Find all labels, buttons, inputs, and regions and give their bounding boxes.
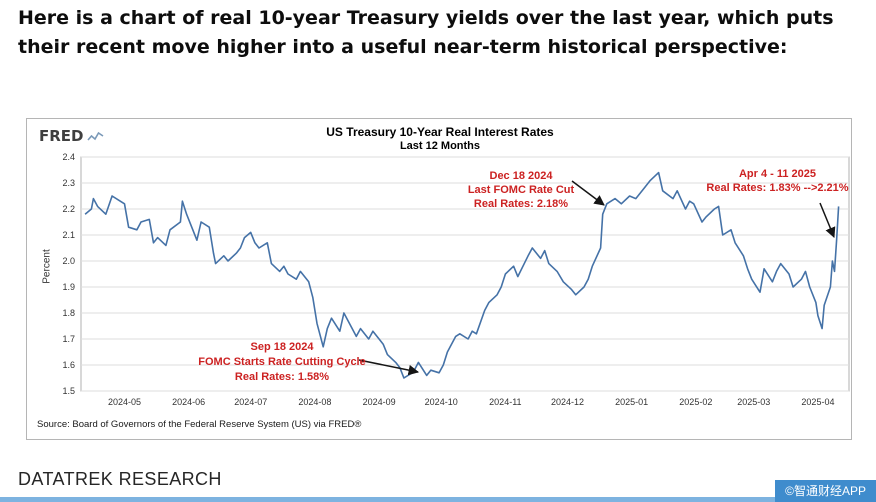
x-tick-label: 2024-11: [489, 397, 521, 407]
fred-chart-card: FRED US Treasury 10-Year Real Interest R…: [26, 118, 852, 440]
chart-area: FRED US Treasury 10-Year Real Interest R…: [27, 119, 853, 441]
annotation-line: Last FOMC Rate Cut: [467, 184, 575, 196]
y-tick-label: 2.1: [62, 230, 75, 240]
y-tick-label: 1.6: [62, 360, 75, 370]
treasury-real-rate-line: [84, 171, 840, 379]
x-tick-label: 2024-10: [425, 397, 458, 407]
y-tick-label: 1.9: [62, 282, 75, 292]
headline: Here is a chart of real 10-year Treasury…: [18, 7, 834, 58]
fred-logo: FRED: [39, 127, 104, 145]
chart-subtitle: Last 12 Months: [399, 140, 481, 152]
annotation-line: Dec 18 2024: [489, 170, 553, 182]
x-tick-label: 2024-06: [172, 397, 205, 407]
x-tick-label: 2025-01: [615, 397, 648, 407]
bottom-strip: [0, 497, 876, 502]
x-tick-label: 2024-09: [363, 397, 396, 407]
chart-title: US Treasury 10-Year Real Interest Rates: [326, 125, 554, 139]
annotation-line: Sep 18 2024: [250, 341, 314, 353]
annotation-sep-18-2024: Sep 18 2024 FOMC Starts Rate Cutting Cyc…: [167, 340, 397, 385]
annotation-arrow-sep: [358, 359, 420, 376]
fred-sparkline-icon: [86, 131, 103, 141]
annotation-dec-18-2024: Dec 18 2024 Last FOMC Rate Cut Real Rate…: [426, 169, 616, 211]
source-note: Source: Board of Governors of the Federa…: [37, 419, 362, 430]
watermark-badge: ©智通财经APP: [775, 480, 876, 502]
x-tick-label: 2025-02: [679, 397, 712, 407]
annotation-arrow-dec: [571, 180, 605, 206]
y-tick-label: 2.4: [62, 152, 75, 162]
annotation-arrow-apr: [819, 202, 836, 238]
x-tick-label: 2025-04: [801, 397, 834, 407]
annotation-line: FOMC Starts Rate Cutting Cycle: [198, 356, 366, 368]
x-tick-label: 2024-12: [551, 397, 584, 407]
y-tick-label: 2.2: [62, 204, 75, 214]
fred-logo-text: FRED: [39, 127, 84, 145]
annotation-line: Apr 4 - 11 2025: [738, 168, 817, 180]
x-tick-label: 2025-03: [737, 397, 770, 407]
annotation-line: Real Rates: 2.18%: [473, 198, 569, 210]
y-tick-label: 1.7: [62, 334, 75, 344]
y-tick-label: 1.8: [62, 308, 75, 318]
y-tick-label: 1.5: [62, 386, 75, 396]
footer-brand: DATATREK RESEARCH: [18, 469, 222, 489]
data-line: [84, 171, 840, 379]
x-tick-label: 2024-05: [108, 397, 141, 407]
annotation-apr-2025: Apr 4 - 11 2025 Real Rates: 1.83% -->2.2…: [675, 167, 876, 195]
annotation-line: Real Rates: 1.58%: [234, 371, 330, 383]
plot-svg: 1.5 1.6 1.7 1.8 1.9 2.0 2.1 2.2 2.3 2.4 2024-05 202…: [62, 152, 850, 407]
y-tick-label: 2.0: [62, 256, 75, 266]
gridlines-and-ticks: 1.5 1.6 1.7 1.8 1.9 2.0 2.1 2.2 2.3 2.4 2024-05 202…: [62, 152, 849, 407]
annotation-line: Real Rates: 1.83% -->2.21%: [706, 182, 849, 194]
x-tick-label: 2024-08: [298, 397, 331, 407]
x-tick-label: 2024-07: [234, 397, 267, 407]
y-tick-label: 2.3: [62, 178, 75, 188]
